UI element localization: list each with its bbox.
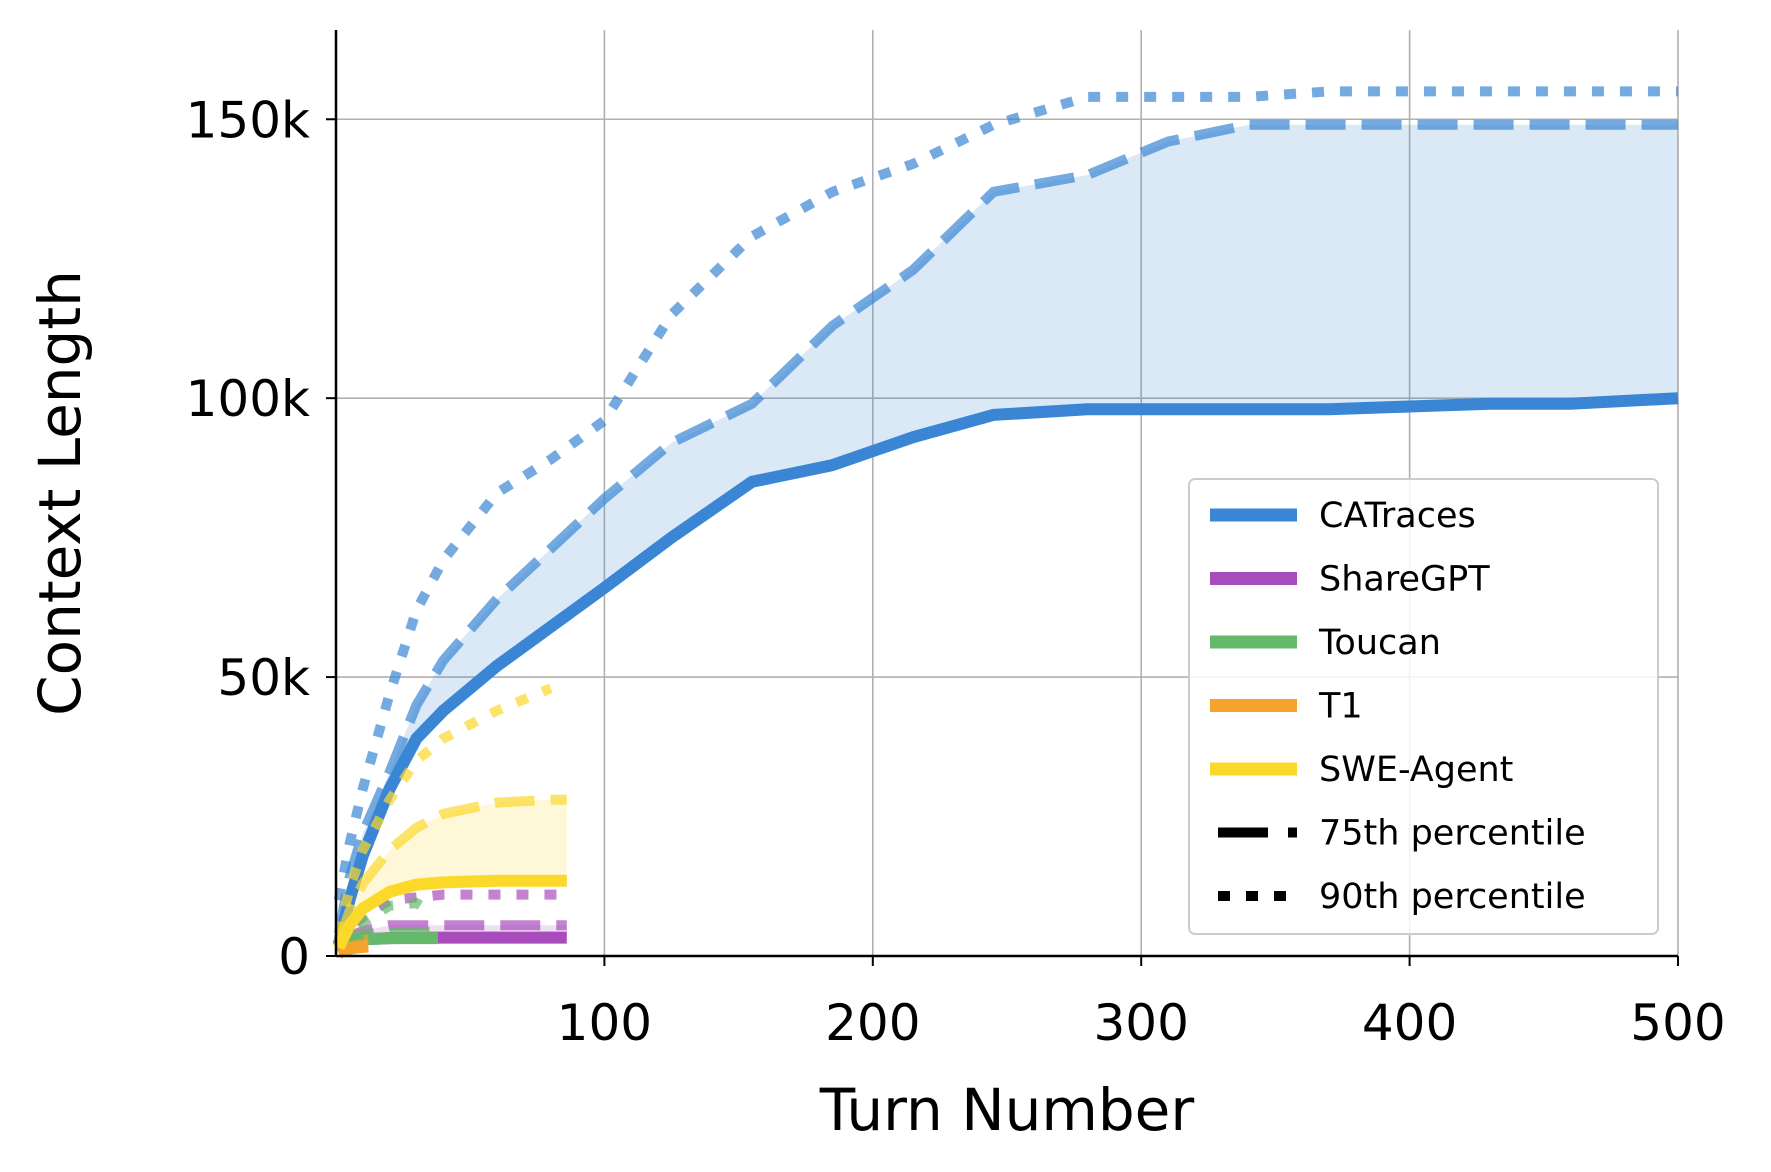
legend-label-swe-agent: SWE-Agent <box>1319 750 1513 790</box>
x-tick-label: 100 <box>557 994 652 1052</box>
y-axis-title: Context Length <box>26 270 94 716</box>
y-tick-label: 50k <box>217 649 310 707</box>
x-tick-label: 400 <box>1362 994 1457 1052</box>
legend-label-90th-percentile: 90th percentile <box>1319 877 1586 917</box>
series-lines <box>332 86 1679 959</box>
legend-label-catraces: CATraces <box>1319 496 1476 536</box>
y-tick-label: 0 <box>278 928 310 986</box>
band-catraces <box>338 124 1679 945</box>
grid <box>336 30 1679 956</box>
legend-label-sharegpt: ShareGPT <box>1319 560 1490 600</box>
median-line-t1 <box>335 940 369 959</box>
axes <box>334 30 1678 958</box>
band-swe-agent <box>338 799 567 948</box>
p90-line-toucan <box>335 897 433 949</box>
legend: CATraces ShareGPT Toucan T1 SWE-Agent 75th pe… <box>1188 478 1659 935</box>
median-line-catraces <box>332 392 1679 947</box>
legend-label-75th-percentile: 75th percentile <box>1319 814 1586 854</box>
x-tick-label: 500 <box>1630 994 1725 1052</box>
p75-line-swe-agent <box>333 794 567 944</box>
x-axis-title: Turn Number <box>819 1076 1195 1144</box>
legend-label-toucan: Toucan <box>1318 623 1441 663</box>
y-tick-label: 150k <box>186 91 310 149</box>
ticks: 100 200 300 400 500 0 50k 100k 150k <box>186 91 1726 1052</box>
legend-label-t1: T1 <box>1318 687 1363 727</box>
y-tick-label: 100k <box>186 370 310 428</box>
x-tick-label: 300 <box>1093 994 1188 1052</box>
legend-frame <box>1188 478 1659 935</box>
median-line-swe-agent <box>333 874 567 951</box>
p90-line-catraces <box>333 86 1678 902</box>
p75-line-catraces <box>333 119 1678 935</box>
x-tick-label: 200 <box>825 994 920 1052</box>
p90-line-sharegpt <box>334 889 567 948</box>
